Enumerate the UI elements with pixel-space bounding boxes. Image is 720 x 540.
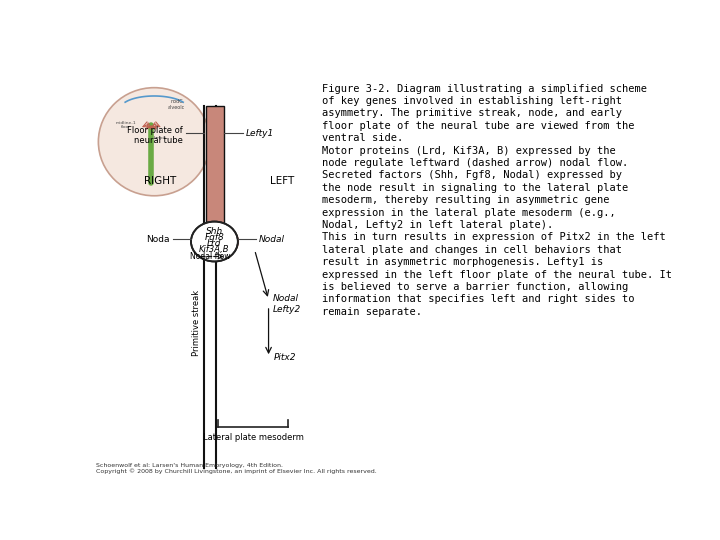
Text: nodC
alveolc: nodC alveolc (168, 99, 185, 110)
Text: Shh: Shh (206, 227, 223, 235)
Text: midline-1
floor: midline-1 floor (116, 121, 137, 130)
Text: Nodal flow: Nodal flow (190, 252, 230, 261)
Text: Lrd: Lrd (207, 239, 222, 248)
Text: bmp4: bmp4 (153, 136, 166, 139)
Text: Pitx2: Pitx2 (274, 354, 297, 362)
Wedge shape (215, 224, 239, 260)
Text: Primitive streak: Primitive streak (192, 289, 200, 356)
Text: Nodal
Lefty2: Nodal Lefty2 (272, 294, 301, 314)
Text: Lefty1: Lefty1 (246, 129, 274, 138)
Text: LEFT: LEFT (271, 176, 294, 186)
Text: Floor plate of
neural tube: Floor plate of neural tube (127, 126, 183, 145)
Ellipse shape (99, 87, 210, 196)
Text: Kif3A,B: Kif3A,B (199, 245, 230, 254)
Text: Fgf8: Fgf8 (204, 233, 225, 242)
Ellipse shape (191, 221, 238, 261)
Text: Nodal: Nodal (259, 235, 285, 244)
Bar (205, 106, 224, 231)
Text: RIGHT: RIGHT (143, 176, 176, 186)
Text: Lateral plate mesoderm: Lateral plate mesoderm (203, 433, 304, 442)
Text: Noda: Noda (146, 235, 170, 244)
Text: Figure 3-2. Diagram illustrating a simplified scheme
of key genes involved in es: Figure 3-2. Diagram illustrating a simpl… (322, 84, 672, 317)
Text: Schoenwolf et al: Larsen's Human Embryology, 4th Edition.
Copyright © 2008 by Ch: Schoenwolf et al: Larsen's Human Embryol… (96, 463, 377, 474)
